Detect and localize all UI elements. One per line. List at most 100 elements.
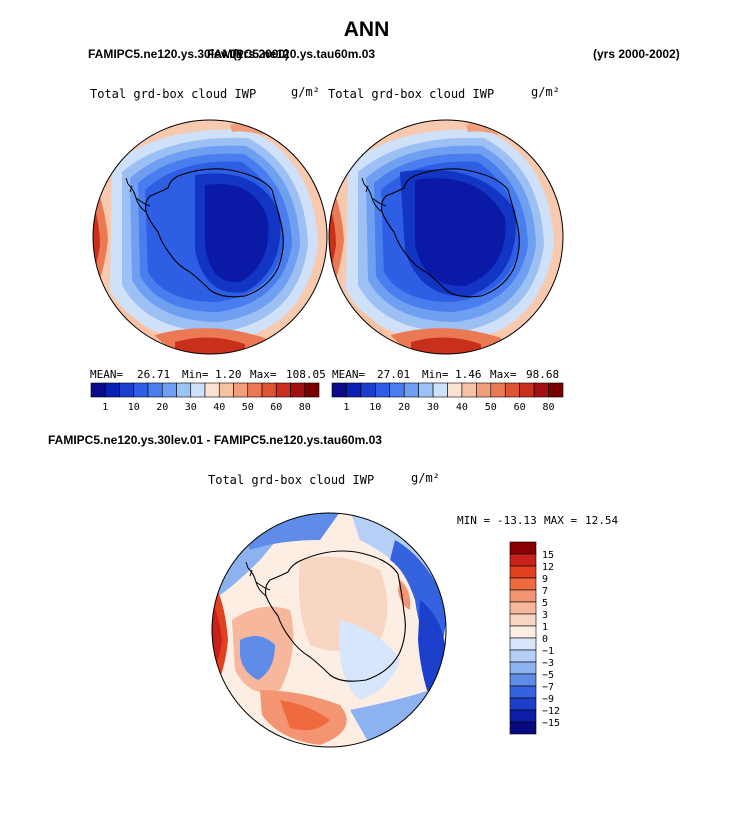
colorbar-swatch xyxy=(509,721,537,735)
colorbar-swatch xyxy=(375,382,391,398)
colorbar-swatch xyxy=(509,541,537,555)
panel1-var-label: Total grd-box cloud IWP xyxy=(90,87,257,101)
colorbar-swatch xyxy=(533,382,549,398)
panel1-max-label: Max= xyxy=(250,368,277,381)
colorbar-tick-label: 1 xyxy=(542,622,548,633)
colorbar-swatch xyxy=(509,589,537,603)
colorbar-tick-label: 15 xyxy=(542,550,554,561)
colorbar-swatch xyxy=(509,709,537,723)
panel2-units: g/m² xyxy=(531,85,560,99)
colorbar-swatch xyxy=(490,382,506,398)
colorbar-tick-label: 60 xyxy=(270,402,282,413)
colorbar-swatch xyxy=(247,382,263,398)
colorbar-tick-label: 20 xyxy=(398,402,410,413)
colorbar-tick-label: 3 xyxy=(542,610,548,621)
colorbar-swatch xyxy=(519,382,535,398)
colorbar-swatch xyxy=(360,382,376,398)
colorbar-swatch xyxy=(509,673,537,687)
colorbar-swatch xyxy=(509,553,537,567)
page-title: ANN xyxy=(343,18,390,41)
panel1-mean: 26.71 xyxy=(137,368,171,381)
colorbar-tick-label: −5 xyxy=(542,670,554,681)
colorbar-swatch xyxy=(176,382,192,398)
panel2-map xyxy=(329,120,563,354)
colorbar-tick-label: −9 xyxy=(542,694,554,705)
colorbar-swatch xyxy=(403,382,419,398)
colorbar-swatch xyxy=(461,382,477,398)
colorbar-swatch xyxy=(161,382,177,398)
years-overlap-label: (yrs 2000) xyxy=(233,47,290,61)
diff-max: 12.54 xyxy=(585,514,619,527)
panel1-min-label: Min= xyxy=(182,368,209,381)
colorbar-panel2: 1 10 20 30 40 50 60 80 xyxy=(331,382,564,413)
colorbar-swatch xyxy=(509,637,537,651)
colorbar-tick-label: 5 xyxy=(542,598,548,609)
diff-units: g/m² xyxy=(411,471,440,485)
colorbar-tick-label: 50 xyxy=(242,402,254,413)
colorbar-swatch xyxy=(190,382,206,398)
colorbar-swatch xyxy=(548,382,564,398)
colorbar-swatch xyxy=(389,382,405,398)
diff-coastline xyxy=(264,550,406,682)
diff-var-label: Total grd-box cloud IWP xyxy=(208,473,375,487)
colorbar-swatch xyxy=(90,382,106,398)
case2-label: FAMIPC5.ne120.ys.tau60m.03 xyxy=(207,47,376,61)
colorbar-tick-label: −12 xyxy=(542,706,560,717)
colorbar-swatch xyxy=(509,577,537,591)
colorbar-tick-label: −7 xyxy=(542,682,554,693)
diff-max-label: MAX = xyxy=(544,514,578,527)
colorbar-swatch xyxy=(290,382,306,398)
colorbar-tick-label: 10 xyxy=(369,402,381,413)
diff-map xyxy=(212,513,446,747)
colorbar-tick-label: 0 xyxy=(542,634,548,645)
colorbar-swatch xyxy=(509,697,537,711)
colorbar-tick-label: 40 xyxy=(456,402,468,413)
panel2-min-label: Min= xyxy=(422,368,449,381)
colorbar-tick-label: 20 xyxy=(156,402,168,413)
colorbar-swatch xyxy=(432,382,448,398)
panel2-max-label: Max= xyxy=(490,368,517,381)
case1-label: FAMIPC5.ne120.ys.30lev.01 xyxy=(88,47,244,61)
colorbar-swatch xyxy=(233,382,249,398)
colorbar-tick-label: 40 xyxy=(213,402,225,413)
panel1-min: 1.20 xyxy=(215,368,242,381)
colorbar-swatch xyxy=(509,625,537,639)
colorbar-swatch xyxy=(104,382,120,398)
colorbar-tick-label: −1 xyxy=(542,646,554,657)
colorbar-tick-label: 30 xyxy=(185,402,197,413)
colorbar-swatch xyxy=(509,613,537,627)
years-label: (yrs 2000-2002) xyxy=(593,47,680,61)
colorbar-tick-label: 10 xyxy=(128,402,140,413)
panel2-mean: 27.01 xyxy=(377,368,411,381)
colorbar-swatch xyxy=(509,685,537,699)
colorbar-tick-label: 30 xyxy=(427,402,439,413)
colorbar-tick-label: 7 xyxy=(542,586,548,597)
colorbar-tick-label: −15 xyxy=(542,718,560,729)
colorbar-swatch xyxy=(304,382,320,398)
colorbar-swatch xyxy=(261,382,277,398)
colorbar-swatch xyxy=(275,382,291,398)
diff-min-label: MIN = xyxy=(457,514,491,527)
panel2-max: 98.68 xyxy=(526,368,560,381)
colorbar-tick-label: 80 xyxy=(299,402,311,413)
colorbar-swatch xyxy=(346,382,362,398)
panel1-max: 108.05 xyxy=(286,368,326,381)
colorbar-swatch xyxy=(509,649,537,663)
colorbar-tick-label: 12 xyxy=(542,562,554,573)
colorbar-swatch xyxy=(418,382,434,398)
colorbar-tick-label: 9 xyxy=(542,574,548,585)
colorbar-swatch xyxy=(476,382,492,398)
colorbar-swatch xyxy=(204,382,220,398)
diff-title: FAMIPC5.ne120.ys.30lev.01 - FAMIPC5.ne12… xyxy=(48,433,382,447)
panel1-mean-label: MEAN= xyxy=(90,368,124,381)
colorbar-swatch xyxy=(133,382,149,398)
colorbar-swatch xyxy=(147,382,163,398)
colorbar-swatch xyxy=(119,382,135,398)
colorbar-swatch xyxy=(504,382,520,398)
colorbar-swatch xyxy=(509,601,537,615)
colorbar-tick-label: 1 xyxy=(343,402,349,413)
colorbar-swatch xyxy=(447,382,463,398)
panel1-units: g/m² xyxy=(291,85,320,99)
